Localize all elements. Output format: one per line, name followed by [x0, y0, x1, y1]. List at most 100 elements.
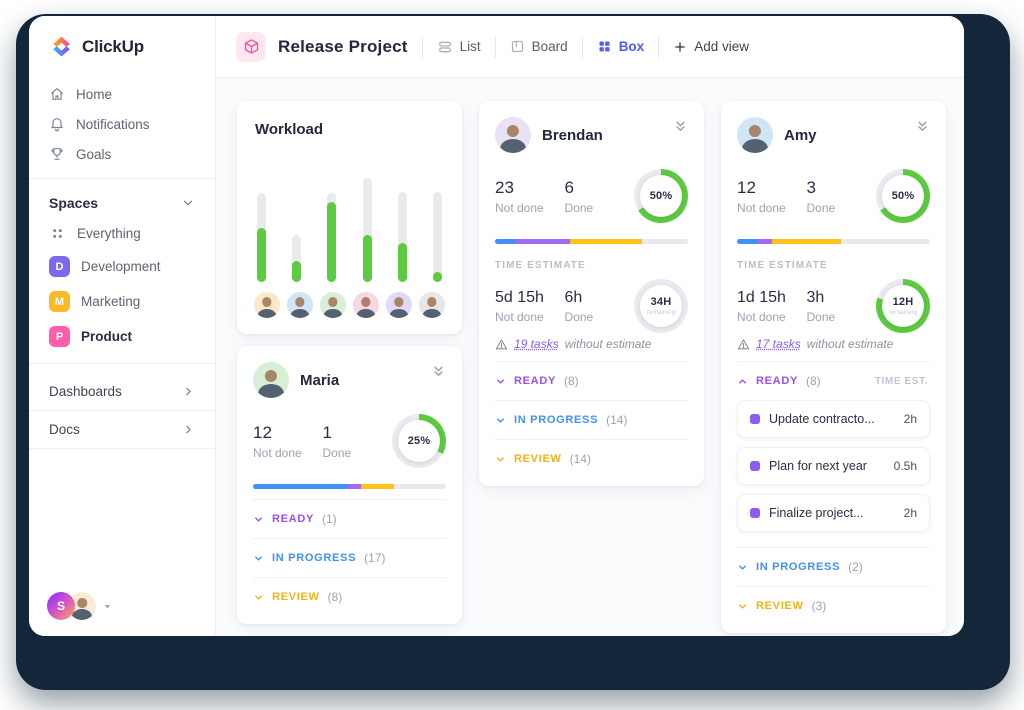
sidebar-item-development[interactable]: D Development	[29, 249, 215, 284]
section-in-progress[interactable]: IN PROGRESS (2)	[737, 547, 930, 586]
clickup-logo-icon	[53, 36, 70, 57]
chevron-up-icon	[739, 378, 746, 384]
chevron-down-icon	[497, 456, 504, 462]
avatar[interactable]	[353, 292, 379, 318]
home-icon	[51, 88, 63, 100]
list-icon	[438, 41, 451, 52]
workload-fill	[362, 235, 372, 282]
column-2: Brendan 23 Not done 6 Done 50%	[479, 101, 704, 486]
member-card-amy: Amy 12 Not done 3 Done 50%	[721, 101, 946, 633]
task-row[interactable]: Finalize project... 2h	[737, 494, 930, 532]
clickup-logo[interactable]: ClickUp	[29, 34, 215, 59]
status-progress-bar	[737, 239, 930, 244]
tab-box[interactable]: Box	[597, 39, 645, 54]
progress-ring: 50%	[876, 169, 930, 223]
sidebar-item-label: Goals	[76, 146, 112, 162]
collapse-card-icon[interactable]	[431, 364, 446, 379]
main-area: Release Project List Board Box Add view	[216, 16, 964, 636]
caret-down-icon	[104, 604, 111, 608]
task-row[interactable]: Plan for next year 0.5h	[737, 447, 930, 485]
member-name: Maria	[300, 371, 340, 389]
sidebar-item-marketing[interactable]: M Marketing	[29, 284, 215, 319]
section-review[interactable]: REVIEW (3)	[737, 586, 930, 617]
avatar[interactable]	[419, 292, 445, 318]
workload-fill	[397, 243, 407, 282]
task-row[interactable]: Update contracto... 2h	[737, 400, 930, 438]
capacity-track	[292, 235, 302, 282]
box-view-icon	[599, 41, 610, 52]
chevron-right-icon	[186, 425, 191, 434]
capacity-track	[327, 193, 337, 282]
chevron-down-icon	[255, 594, 262, 600]
bell-icon	[51, 118, 63, 132]
avatar	[495, 117, 531, 153]
user-account-switcher[interactable]: S	[29, 578, 215, 636]
chevron-down-icon	[497, 417, 504, 423]
workload-title: Workload	[255, 121, 324, 138]
spaces-header[interactable]: Spaces	[29, 188, 215, 218]
divider	[29, 363, 215, 364]
chevron-down-icon	[497, 378, 504, 384]
tab-list[interactable]: List	[437, 39, 481, 55]
avatar[interactable]	[287, 292, 313, 318]
workload-avatars	[253, 292, 446, 318]
bar-segment	[570, 239, 642, 244]
bar-segment	[516, 239, 571, 244]
section-in-progress[interactable]: IN PROGRESS (14)	[495, 400, 688, 439]
sidebar-item-docs[interactable]: Docs	[29, 411, 215, 448]
bar-segment	[361, 484, 394, 489]
tab-board[interactable]: Board	[510, 39, 568, 54]
member-card-maria: Maria 12 Not done 1 Done 25%	[237, 346, 462, 624]
avatar[interactable]	[254, 292, 280, 318]
status-dot	[750, 461, 760, 471]
plus-icon	[675, 41, 685, 52]
sidebar-item-product[interactable]: P Product	[29, 319, 215, 354]
workload-fill	[432, 272, 442, 282]
stat-not-done: 12 Not done	[737, 177, 786, 215]
avatar[interactable]	[320, 292, 346, 318]
sidebar-item-goals[interactable]: Goals	[29, 139, 215, 169]
warning-icon	[495, 338, 508, 349]
sidebar-item-home[interactable]: Home	[29, 79, 215, 109]
sidebar-item-dashboards[interactable]: Dashboards	[29, 373, 215, 410]
time-est-column-header: TIME EST.	[874, 375, 928, 387]
status-dot	[750, 414, 760, 424]
without-estimate-warning: 17 tasks without estimate	[737, 337, 930, 351]
sidebar-item-everything[interactable]: Everything	[29, 218, 215, 249]
tasks-link[interactable]: 17 tasks	[756, 337, 801, 351]
section-review[interactable]: REVIEW (14)	[495, 439, 688, 470]
divider	[581, 35, 583, 58]
time-estimate-header: TIME ESTIMATE	[495, 260, 586, 271]
stat-te-not-done: 5d 15h Not done	[495, 288, 544, 324]
cube-icon	[244, 39, 258, 54]
time-remaining-ring: 12H remaining	[876, 279, 930, 333]
topbar: Release Project List Board Box Add view	[216, 16, 964, 78]
member-card-brendan: Brendan 23 Not done 6 Done 50%	[479, 101, 704, 486]
chevron-down-icon	[255, 516, 262, 522]
tasks-link[interactable]: 19 tasks	[514, 337, 559, 351]
avatar[interactable]	[386, 292, 412, 318]
tab-label: Board	[531, 39, 568, 54]
section-ready[interactable]: READY (1)	[253, 499, 446, 538]
tab-label: Box	[618, 39, 645, 54]
section-ready-expanded[interactable]: READY (8) TIME EST.	[737, 361, 930, 400]
section-review[interactable]: REVIEW (8)	[253, 577, 446, 608]
space-badge-development: D	[49, 256, 70, 277]
warning-text: without estimate	[564, 337, 652, 351]
warning-text: without estimate	[806, 337, 894, 351]
stat-done: 6 Done	[564, 177, 594, 215]
workload-fill	[257, 228, 266, 282]
add-view-button[interactable]: Add view	[673, 39, 749, 54]
space-badge-product: P	[49, 326, 70, 347]
section-ready[interactable]: READY (8)	[495, 361, 688, 400]
stat-done: 3 Done	[806, 177, 836, 215]
section-in-progress[interactable]: IN PROGRESS (17)	[253, 538, 446, 577]
collapse-card-icon[interactable]	[915, 119, 930, 134]
sidebar-item-label: Home	[76, 86, 113, 102]
capacity-track	[397, 192, 407, 282]
sidebar-item-notifications[interactable]: Notifications	[29, 109, 215, 139]
workload-bar-chart	[253, 160, 446, 282]
collapse-card-icon[interactable]	[673, 119, 688, 134]
sidebar-item-label: Docs	[49, 422, 80, 437]
sidebar: ClickUp Home Notifications Goals Spaces …	[29, 16, 216, 636]
